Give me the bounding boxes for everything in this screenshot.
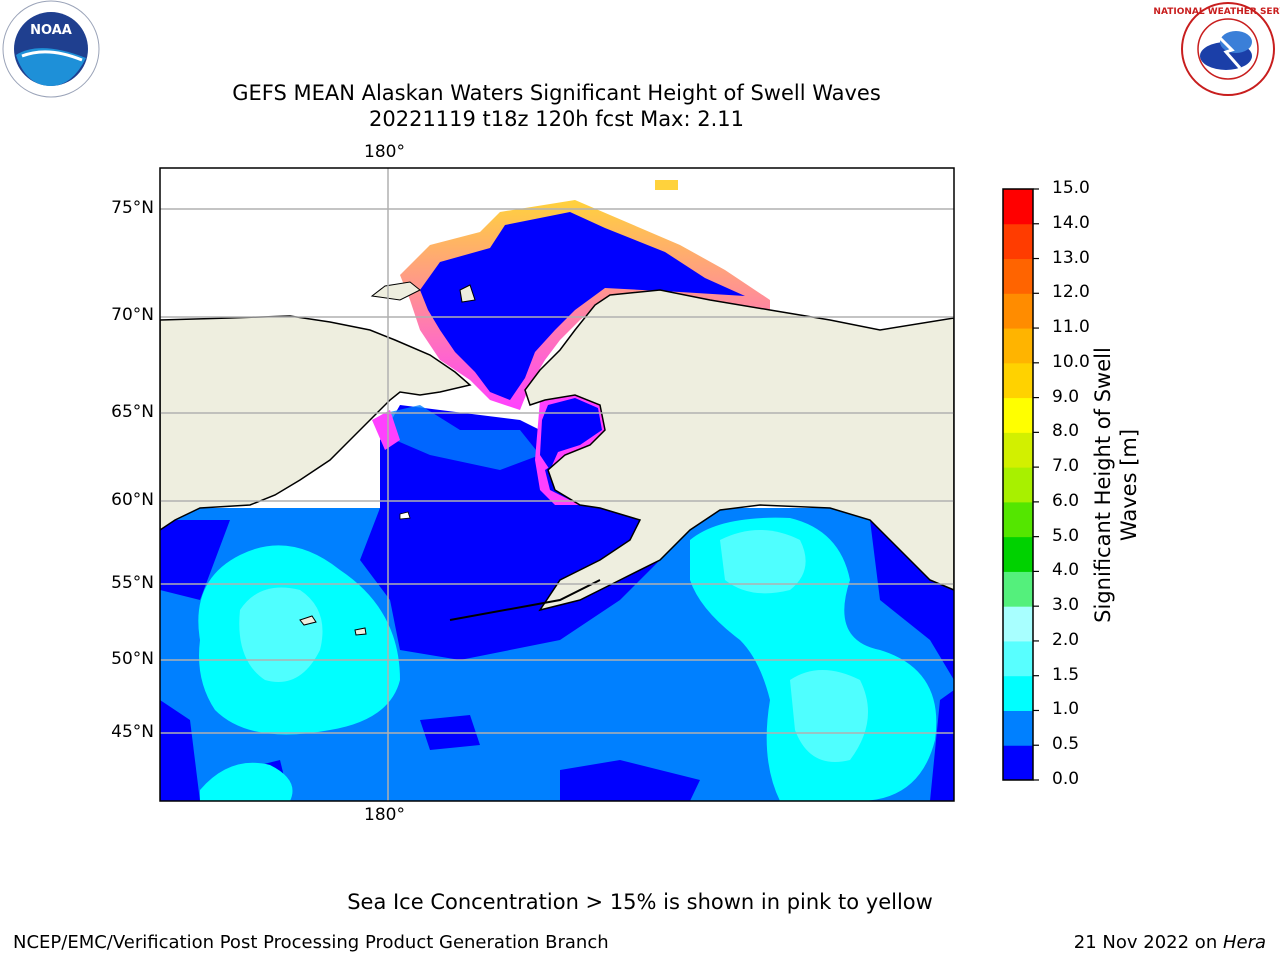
- colorbar-segment: [1003, 189, 1033, 225]
- colorbar-tick-label: 7.0: [1052, 456, 1080, 477]
- chart-subtitle: 20221119 t18z 120h fcst Max: 2.11: [369, 107, 744, 131]
- colorbar-tick-label: 5.0: [1052, 525, 1080, 546]
- colorbar-tick-label: 3.0: [1052, 595, 1080, 616]
- colorbar-segment: [1003, 258, 1033, 294]
- colorbar: [1003, 188, 1039, 781]
- colorbar-tick-label: 11.0: [1052, 317, 1090, 338]
- colorbar-segment: [1003, 501, 1033, 538]
- alaska-land: [524, 289, 954, 612]
- colorbar-frame: [1002, 188, 1034, 781]
- lat-label-55: 55°N: [111, 573, 154, 593]
- colorbar-segment: [1003, 328, 1033, 364]
- colorbar-tick-label: 9.0: [1052, 386, 1080, 407]
- noaa-logo-text: NOAA: [30, 23, 72, 38]
- nws-logo: NATIONAL WEATHER SERVICE: [1153, 2, 1280, 96]
- colorbar-segment: [1003, 571, 1033, 607]
- colorbar-tick-label: 12.0: [1052, 282, 1090, 303]
- colorbar-tick-label: 4.0: [1052, 560, 1080, 581]
- colorbar-tick-label: 0.0: [1052, 769, 1080, 789]
- map-frame: [159, 167, 955, 802]
- colorbar-segment: [1003, 710, 1033, 746]
- lat-label-50: 50°N: [111, 649, 154, 669]
- colorbar-tick-label: 2.0: [1052, 629, 1080, 650]
- colorbar-segment: [1003, 675, 1033, 711]
- lon-label-bottom: 180°: [364, 805, 405, 825]
- lat-label-75: 75°N: [111, 198, 154, 218]
- colorbar-tick-label: 8.0: [1052, 421, 1080, 442]
- colorbar-tick-label: 1.0: [1052, 699, 1080, 720]
- colorbar-segment: [1003, 432, 1033, 468]
- colorbar-segment: [1003, 293, 1033, 329]
- noaa-logo: NOAA: [2, 0, 100, 98]
- lat-label-65: 65°N: [111, 402, 154, 422]
- footer-host: Hera: [1222, 932, 1266, 953]
- colorbar-segment: [1003, 223, 1033, 260]
- colorbar-segment: [1003, 362, 1033, 399]
- colorbar-label-line2: Waves [m]: [1117, 428, 1141, 542]
- colorbar-tick-label: 13.0: [1052, 247, 1090, 268]
- colorbar-tick-label: 0.5: [1052, 734, 1080, 755]
- footer-date: 21 Nov 2022 on Hera: [1074, 932, 1266, 953]
- nws-logo-text: NATIONAL WEATHER SERVICE: [1153, 7, 1280, 17]
- colorbar-label-line1: Significant Height of Swell: [1091, 347, 1115, 623]
- map-area: [160, 168, 954, 801]
- lat-label-60: 60°N: [111, 490, 154, 510]
- chart-title: GEFS MEAN Alaskan Waters Significant Hei…: [232, 81, 881, 105]
- colorbar-tick-label: 10.0: [1052, 351, 1090, 372]
- footer-date-text: 21 Nov 2022 on: [1073, 932, 1223, 953]
- colorbar-segment: [1003, 745, 1033, 781]
- footer-credit: NCEP/EMC/Verification Post Processing Pr…: [13, 932, 609, 953]
- sea-ice-note: Sea Ice Concentration > 15% is shown in …: [347, 890, 933, 914]
- colorbar-segment: [1003, 536, 1033, 572]
- colorbar-segment: [1003, 640, 1033, 677]
- colorbar-tick-label: 6.0: [1052, 490, 1080, 511]
- colorbar-segment: [1003, 606, 1033, 642]
- colorbar-tick-label: 1.5: [1052, 664, 1080, 685]
- lat-label-70: 70°N: [111, 305, 154, 325]
- lat-label-45: 45°N: [111, 722, 154, 742]
- colorbar-segment: [1003, 397, 1033, 433]
- colorbar-tick-label: 15.0: [1052, 178, 1090, 198]
- colorbar-tick-label: 14.0: [1052, 212, 1090, 233]
- siberia-land: [160, 315, 472, 531]
- colorbar-segment: [1003, 467, 1033, 503]
- lon-label-top: 180°: [364, 142, 405, 162]
- map-gridlines: [160, 168, 954, 801]
